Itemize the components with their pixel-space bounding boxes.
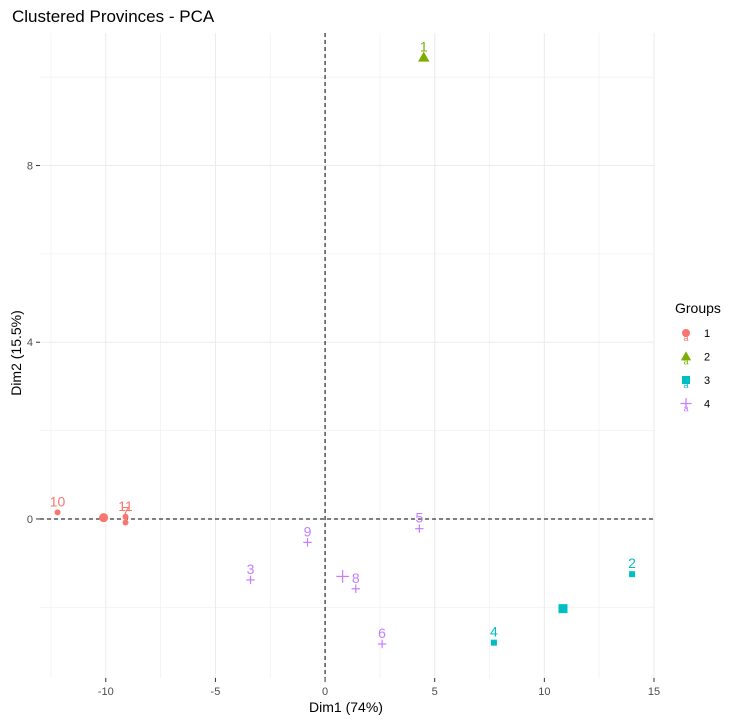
point-label: 5 (415, 510, 423, 526)
point-label: 9 (304, 523, 312, 539)
point-label: 3 (247, 561, 255, 577)
legend: Groups a 1 a 2 a 3 a 4 (675, 300, 721, 414)
x-tick-label: -5 (211, 686, 221, 698)
legend-title: Groups (675, 300, 721, 316)
centroid-marker (99, 513, 109, 523)
data-point (418, 51, 430, 62)
axis-ticks: -10 -5 0 5 10 15 0 4 8 (27, 161, 660, 698)
series-4: 9 5 3 8 6 (246, 510, 424, 649)
point-label: 1 (420, 38, 428, 54)
point-label: 7 (122, 503, 130, 519)
x-axis-title: Dim1 (74%) (309, 699, 383, 715)
data-point (122, 513, 129, 520)
legend-key-glyph: a (683, 380, 688, 390)
x-tick-label: 15 (648, 686, 660, 698)
legend-label: 3 (704, 375, 710, 387)
data-point (54, 509, 61, 516)
centroid-marker (336, 570, 349, 583)
data-point (629, 571, 636, 578)
x-tick-label: 0 (322, 686, 328, 698)
x-tick-label: -10 (98, 686, 114, 698)
reference-lines (40, 33, 654, 678)
legend-label: 1 (704, 328, 710, 340)
point-label: 4 (490, 624, 498, 640)
point-label: 6 (378, 625, 386, 641)
series-2: 1 (418, 38, 430, 62)
legend-key (680, 397, 692, 410)
series-1: 10 117 (50, 493, 133, 526)
chart-title: Clustered Provinces - PCA (12, 7, 215, 26)
centroid-marker (558, 604, 568, 614)
series-3: 24 (490, 555, 636, 646)
data-point (303, 538, 312, 547)
legend-key-glyph: a (683, 357, 688, 367)
point-label: 10 (50, 493, 66, 509)
legend-key (680, 351, 692, 361)
data-point (415, 524, 424, 533)
x-tick-label: 10 (538, 686, 550, 698)
point-label: 2 (628, 555, 636, 571)
data-point (377, 639, 387, 649)
legend-label: 2 (704, 352, 710, 364)
y-tick-label: 8 (27, 161, 33, 173)
data-point (122, 519, 129, 526)
y-tick-label: 4 (27, 337, 33, 349)
point-label: 8 (352, 570, 360, 586)
legend-key-glyph: a (683, 404, 688, 414)
legend-key-glyph: a (683, 333, 688, 343)
y-axis-title: Dim2 (15.5%) (8, 310, 24, 396)
data-point (351, 584, 360, 593)
grid-lines (40, 33, 655, 678)
data-point (490, 639, 497, 646)
y-tick-label: 0 (27, 514, 33, 526)
x-tick-label: 5 (432, 686, 438, 698)
legend-key (682, 376, 690, 384)
legend-key (682, 329, 690, 337)
data-point (246, 575, 255, 585)
legend-label: 4 (704, 399, 710, 411)
point-label: 11 (118, 498, 133, 514)
